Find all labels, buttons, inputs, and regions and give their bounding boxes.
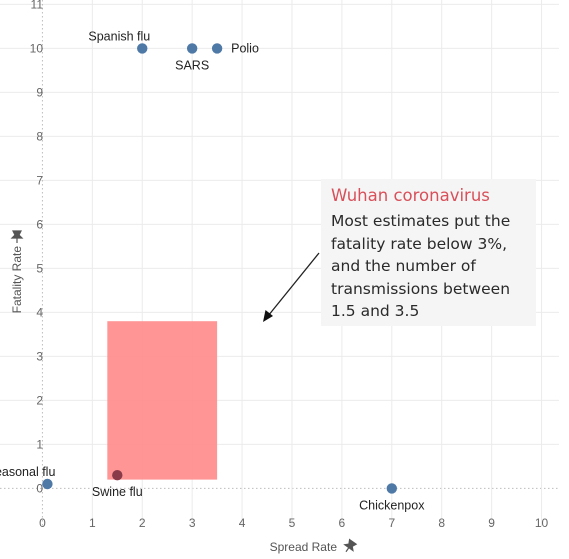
- y-tick-label: 5: [36, 261, 43, 275]
- x-tick-label: 8: [438, 516, 445, 530]
- x-tick-label: 0: [39, 516, 46, 530]
- annotation-box: [321, 179, 536, 326]
- x-tick-label: 7: [388, 516, 395, 530]
- data-point[interactable]: [186, 43, 198, 54]
- y-axis-label: Fatality Rate: [10, 246, 24, 314]
- x-axis-label: Spread Rate: [270, 540, 338, 554]
- y-tick-label: 1: [36, 437, 43, 451]
- estimate-region-rect: [107, 321, 218, 480]
- y-axis-pin-icon[interactable]: [10, 230, 24, 243]
- x-axis-ticks: 0 1 2 3 4 5 6 7 8 9 10: [39, 516, 548, 530]
- data-point[interactable]: [137, 43, 148, 54]
- point-labels: Spanish flu SARS Polio Seasonal flu Swine fl…: [0, 29, 425, 512]
- x-tick-label: 1: [89, 516, 96, 530]
- x-tick-label: 9: [488, 516, 495, 530]
- x-tick-label: 3: [189, 516, 196, 530]
- point-label: Polio: [231, 41, 259, 55]
- y-tick-label: 11: [31, 0, 44, 11]
- y-tick-label: 4: [36, 305, 43, 319]
- point-label: Chickenpox: [359, 498, 425, 512]
- y-tick-label: 7: [36, 173, 43, 187]
- y-tick-label: 3: [36, 349, 43, 363]
- point-label: SARS: [175, 58, 209, 72]
- data-point[interactable]: [112, 470, 123, 481]
- y-tick-label: 9: [36, 85, 43, 99]
- x-tick-label: 2: [139, 516, 146, 530]
- annotation-text: Most estimates put the fatality rate bel…: [331, 212, 511, 320]
- x-axis-title: Spread Rate: [270, 538, 358, 555]
- x-tick-label: 4: [239, 516, 246, 530]
- y-tick-label: 2: [36, 393, 43, 407]
- data-point[interactable]: [386, 483, 397, 494]
- x-axis-pin-icon[interactable]: [342, 538, 358, 555]
- coronavirus-estimate-region: [107, 321, 218, 480]
- x-tick-label: 10: [535, 516, 549, 530]
- x-tick-label: 5: [289, 516, 296, 530]
- annotation-arrow: [263, 252, 320, 322]
- y-tick-label: 10: [30, 41, 44, 55]
- y-tick-label: 8: [36, 129, 43, 143]
- y-tick-label: 0: [36, 481, 43, 495]
- y-axis-title: Fatality Rate: [10, 230, 24, 314]
- data-point[interactable]: [42, 478, 53, 490]
- data-point[interactable]: [211, 43, 223, 54]
- point-label: Swine flu: [92, 485, 143, 499]
- point-label: Spanish flu: [88, 29, 150, 43]
- y-axis-ticks: 0 1 2 3 4 5 6 7 8 9 10 11: [30, 0, 44, 495]
- point-label: Seasonal flu: [0, 465, 55, 479]
- data-points: [42, 43, 397, 494]
- annotation-title: Wuhan coronavirus: [331, 186, 490, 205]
- y-tick-label: 6: [36, 217, 43, 231]
- x-tick-label: 6: [339, 516, 346, 530]
